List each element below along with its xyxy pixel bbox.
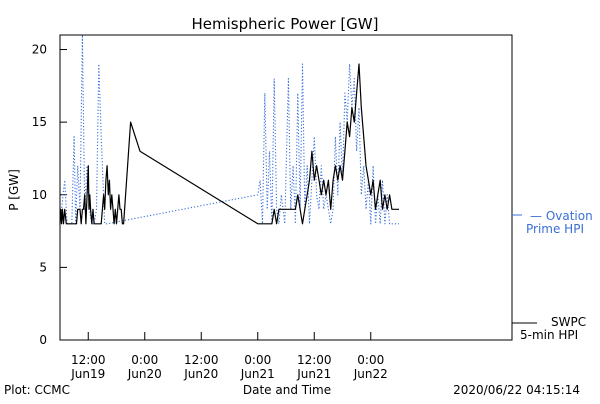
y-axis-label: P [GW] bbox=[7, 169, 21, 211]
y-tick-label: 0 bbox=[39, 333, 47, 347]
legend-swpc-line2: 5-min HPI bbox=[520, 328, 578, 342]
legend-swpc-line1: SWPC bbox=[551, 315, 586, 329]
x-tick-label-date: Jun20 bbox=[183, 367, 218, 381]
legend-ovation-line1: — Ovation bbox=[530, 209, 593, 223]
y-tick-label: 15 bbox=[32, 115, 47, 129]
x-tick-label-time: 12:00 bbox=[297, 353, 332, 367]
x-tick-label-time: 12:00 bbox=[184, 353, 219, 367]
x-tick-label-time: 0:00 bbox=[357, 353, 384, 367]
series-swpc-line bbox=[59, 63, 399, 225]
y-axis-ticks: 0 5 10 15 20 bbox=[32, 43, 67, 347]
chart-title: Hemispheric Power [GW] bbox=[192, 15, 379, 33]
x-tick-label-date: Jun21 bbox=[240, 367, 275, 381]
legend-ovation: — Ovation Prime HPI bbox=[512, 209, 593, 236]
y-tick-label: 20 bbox=[32, 43, 47, 57]
legend-ovation-line2: Prime HPI bbox=[526, 222, 584, 236]
y-tick-label: 5 bbox=[39, 260, 47, 274]
plot-area bbox=[59, 34, 513, 341]
legend-swpc: SWPC 5-min HPI bbox=[512, 315, 586, 342]
x-axis-ticks: 12:00Jun190:00Jun2012:00Jun200:00Jun2112… bbox=[70, 332, 388, 381]
footer-plot-credit: Plot: CCMC bbox=[4, 383, 70, 397]
x-tick-label-date: Jun20 bbox=[127, 367, 162, 381]
x-tick-label-time: 0:00 bbox=[244, 353, 271, 367]
x-tick-label-date: Jun22 bbox=[353, 367, 388, 381]
y-tick-label: 10 bbox=[32, 188, 47, 202]
x-axis-label: Date and Time bbox=[243, 383, 331, 397]
footer-timestamp: 2020/06/22 04:15:14 bbox=[453, 383, 580, 397]
x-tick-label-time: 12:00 bbox=[71, 353, 106, 367]
x-tick-label-date: Jun21 bbox=[296, 367, 331, 381]
x-tick-label-date: Jun19 bbox=[70, 367, 105, 381]
series-group bbox=[59, 34, 399, 225]
series-ovation-line bbox=[59, 34, 399, 225]
x-tick-label-time: 0:00 bbox=[131, 353, 158, 367]
